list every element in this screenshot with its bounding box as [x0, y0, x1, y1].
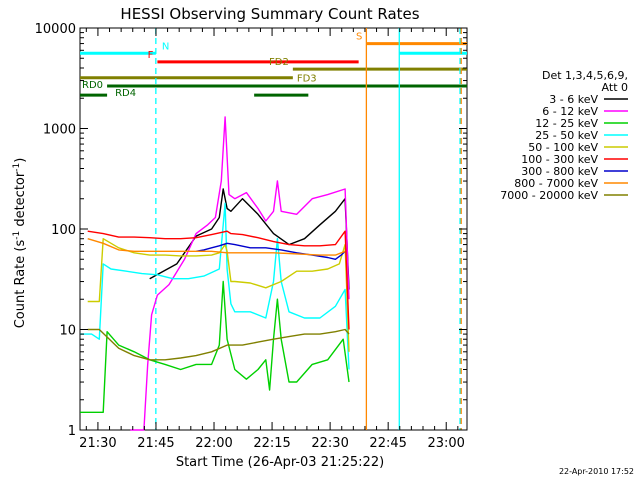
x-tick-label: 21:30 [79, 436, 116, 451]
y-tick-label: 1000 [43, 123, 76, 138]
footer-timestamp: 22-Apr-2010 17:52 [559, 467, 634, 476]
legend-label: 7000 - 20000 keV [500, 189, 598, 202]
y-axis-label-exponent: -1 [12, 163, 22, 172]
x-axis-label: Start Time (26-Apr-03 21:25:22) [176, 455, 384, 470]
x-tick-label: 22:15 [253, 436, 290, 451]
legend-label: 6 - 12 keV [542, 105, 598, 118]
y-axis-label-part: ) [13, 158, 28, 163]
y-tick-label: 100 [51, 223, 76, 238]
y-tick-label: 1 [68, 424, 76, 439]
series-line [130, 116, 350, 431]
y-axis-label-part: Count Rate (s [13, 240, 28, 329]
legend-header-line: Det 1,3,4,5,6,9, [542, 69, 628, 82]
flags-layer: NF S FD2 FD3 RD0 RD4 [80, 32, 467, 99]
series-line [87, 237, 350, 352]
y-tick-label: 10000 [35, 22, 76, 37]
legend-label: 25 - 50 keV [535, 129, 598, 142]
legend-label: 50 - 100 keV [528, 141, 598, 154]
flag-label: RD0 [82, 80, 103, 91]
legend-label: 12 - 25 keV [535, 117, 598, 130]
flag-label: F [148, 50, 154, 61]
x-tick-label: 22:00 [195, 436, 232, 451]
legend-label: 100 - 300 keV [521, 153, 598, 166]
flag-label: FD2 [269, 57, 289, 68]
series-line [87, 328, 350, 361]
series-line [80, 280, 350, 413]
series-line [87, 238, 346, 256]
series-line [87, 230, 350, 330]
legend-label: 800 - 7000 keV [514, 177, 598, 190]
y-axis-label-part: detector [13, 171, 28, 231]
flag-label: S [356, 32, 362, 43]
markers-layer [155, 28, 462, 430]
chart-title: HESSI Observing Summary Count Rates [120, 5, 419, 23]
y-axis-label-exponent: -1 [12, 231, 22, 240]
flag-label: RD4 [115, 88, 136, 99]
x-tick-label: 22:45 [369, 436, 406, 451]
flag-label: N [162, 41, 169, 52]
axes-layer: 21:30 21:45 22:00 22:15 22:30 22:45 23:00 1 10 10… [35, 22, 467, 451]
x-tick-label: 22:30 [311, 436, 348, 451]
x-tick-label: 23:00 [427, 436, 464, 451]
series-layer [80, 116, 350, 431]
legend-header-line: Att 0 [602, 81, 628, 94]
series-line [195, 242, 346, 260]
series-line [80, 202, 350, 370]
legend-label: 300 - 800 keV [521, 165, 598, 178]
series-line [149, 188, 350, 290]
flag-label: FD3 [297, 74, 317, 85]
legend-label: 3 - 6 keV [549, 93, 598, 106]
y-tick-label: 10 [59, 324, 76, 339]
x-tick-label: 21:45 [137, 436, 174, 451]
y-axis-label: Count Rate (s-1 detector-1) [12, 158, 28, 329]
